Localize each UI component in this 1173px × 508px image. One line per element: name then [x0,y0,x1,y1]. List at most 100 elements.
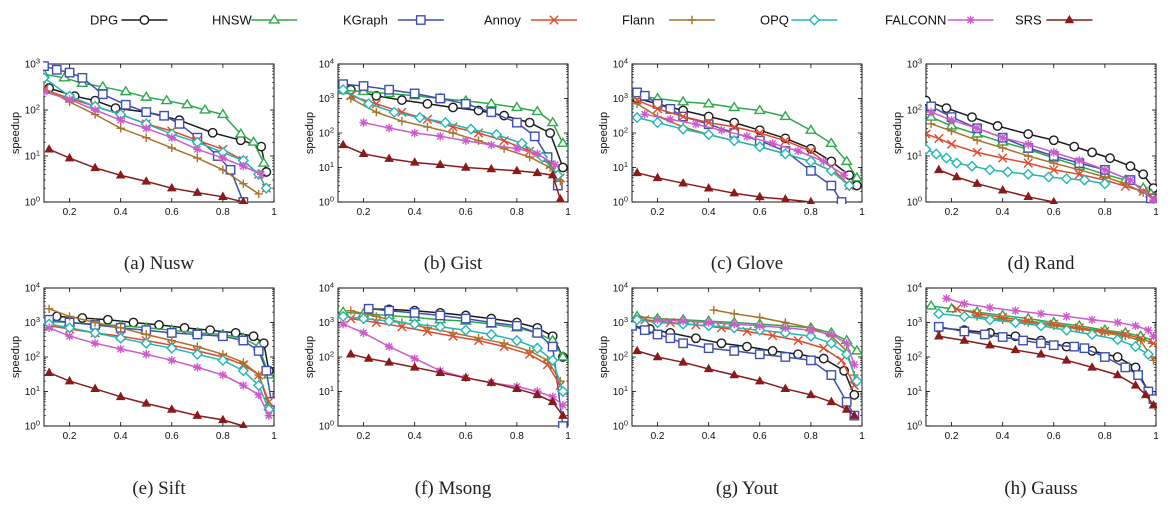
data-point-falconn [768,139,777,148]
data-point-falconn [90,339,100,348]
data-point-hnsw [247,136,260,146]
data-point-kgraph [409,88,420,99]
legend-item-annoy: Annoy [484,13,577,28]
data-point-opq [958,310,971,323]
series-line-falconn [43,90,262,175]
data-point-falconn [1036,309,1046,318]
legend-item-flann: Flann [622,13,715,28]
data-point-falconn [167,133,176,142]
x-tick-label: 0.8 [510,207,524,218]
legend-label: FALCONN [885,13,946,28]
data-point-srs [409,362,420,371]
data-point-opq [217,354,229,367]
data-point-flann [346,306,355,315]
data-point-falconn [839,170,849,180]
data-point-srs [678,178,688,187]
data-point-opq [166,342,178,354]
y-tick-label: 102 [319,350,334,364]
chart-panel-f-msong: 100 101 102 103 104 0.2 0.4 0.6 0.8 1 speedup [304,281,571,443]
y-tick-label: 102 [25,350,40,364]
data-point-flann [972,312,982,321]
y-tick-label: 101 [907,384,922,398]
data-point-kgraph [959,326,970,337]
data-point-annoy [1148,338,1157,348]
y-tick-label: 103 [319,91,334,105]
data-point-srs [997,185,1008,194]
data-point-annoy [755,128,765,138]
x-tick-label: 0.8 [804,431,818,442]
legend-marker-icon [966,15,975,25]
data-point-kgraph [805,355,816,366]
data-point-falconn [985,303,995,312]
data-point-falconn [691,119,701,129]
data-point-falconn [65,95,74,104]
x-tick-label: 1 [271,431,277,442]
data-point-srs [729,369,740,379]
y-tick-label: 103 [907,57,922,71]
data-point-flann [998,143,1007,153]
x-tick-label: 0.6 [165,207,179,218]
y-tick-label: 102 [25,103,40,117]
series-line-kgraph [368,308,564,427]
data-point-falconn [359,118,368,127]
data-point-kgraph [532,327,543,338]
data-point-kgraph [826,180,837,191]
data-point-dpg [1125,161,1136,172]
x-tick-label: 0.4 [702,431,716,442]
series-line-srs [938,169,1054,203]
data-point-kgraph [358,81,369,91]
y-tick-label: 101 [613,160,628,174]
data-point-opq [260,182,273,194]
data-point-dpg [742,341,752,352]
chart-panel-b-gist: 100 101 102 103 104 0.2 0.4 0.6 0.8 1 speedup [304,57,571,219]
data-point-dpg [545,128,556,138]
data-point-kgraph [486,107,497,118]
data-point-opq [805,155,817,168]
y-tick-label: 104 [25,281,40,295]
data-point-opq [930,148,942,160]
panel-caption: (f) Msong [414,478,492,499]
data-point-hnsw [556,137,569,148]
data-point-annoy [806,146,816,156]
data-point-opq [851,375,863,387]
data-point-hnsw [140,91,153,101]
data-point-hnsw [677,95,690,106]
data-point-flann [254,189,263,199]
x-tick-label: 0.4 [996,207,1010,218]
x-tick-label: 0.6 [1047,431,1061,442]
data-point-annoy [397,322,407,332]
data-point-srs [532,167,543,177]
data-point-hnsw [531,105,544,116]
data-point-opq [511,334,523,347]
data-point-kgraph [43,61,49,72]
legend-label: SRS [1015,13,1042,28]
data-point-kgraph [529,131,540,142]
data-point-opq [1078,174,1091,186]
data-point-falconn [44,323,54,333]
x-tick-label: 0.6 [459,207,473,218]
x-tick-label: 0.2 [945,431,959,442]
data-point-dpg [1023,129,1034,139]
data-point-opq [1002,166,1014,178]
y-tick-label: 101 [907,149,922,163]
data-point-falconn [793,146,803,156]
data-point-falconn [384,123,394,133]
data-point-falconn [1024,140,1033,149]
data-point-flann [167,143,176,153]
x-tick-label: 0.4 [702,207,716,218]
y-tick-label: 103 [25,57,40,71]
data-point-srs [512,383,522,392]
data-point-srs [652,172,663,182]
data-point-dpg [422,98,433,109]
data-point-srs [460,162,471,171]
panel-caption: (g) Yout [715,478,779,499]
data-point-falconn [998,133,1007,142]
data-point-flann [474,334,483,343]
data-point-srs [192,187,203,196]
data-point-falconn [960,299,969,308]
panel-caption: (a) Nusw [123,253,195,274]
data-point-falconn [487,140,496,150]
y-tick-label: 102 [613,350,628,364]
y-axis-label: speedup [10,112,22,154]
data-point-opq [408,318,421,330]
